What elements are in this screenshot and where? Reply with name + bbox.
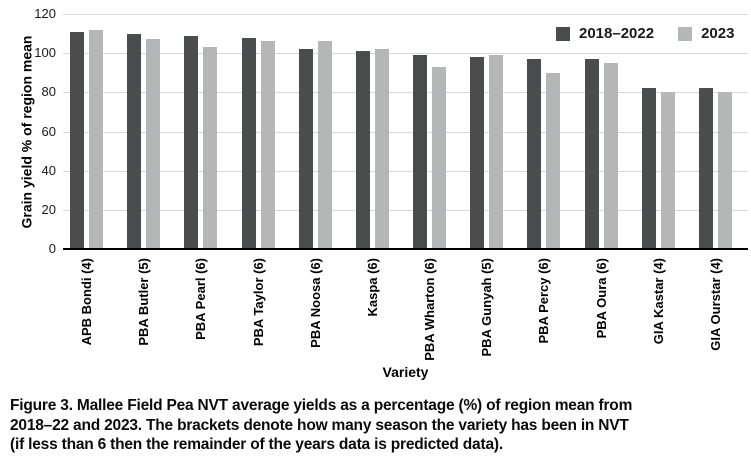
bar-group (241, 14, 275, 249)
bar (603, 62, 618, 249)
y-tick-label-40: 40 (41, 162, 56, 178)
x-axis-label: PBA Wharton (6) (422, 258, 438, 361)
gridline-40 (63, 170, 748, 172)
legend-label: 2023 (701, 25, 735, 42)
bar-series-container (63, 14, 748, 249)
bar (374, 49, 389, 249)
bar-group (184, 14, 218, 249)
bar-group (355, 14, 389, 249)
x-label-cell: PBA Percy (6) (527, 258, 560, 344)
y-tick-label-120: 120 (34, 6, 56, 21)
x-axis-label: GIA Kastar (4) (650, 258, 666, 345)
y-tick-label-0: 0 (48, 241, 56, 256)
x-axis-label: PBA Oura (6) (593, 258, 609, 339)
legend-swatch-light (678, 26, 693, 41)
bar (146, 39, 161, 249)
bar (660, 92, 675, 249)
x-axis-labels: APB Bondi (4) PBA Butler (5) PBA Pearl (6)… (63, 258, 748, 362)
x-axis-label: Kaspa (6) (364, 258, 380, 317)
legend-label: 2018–2022 (579, 25, 655, 42)
x-label-cell: PBA Oura (6) (585, 258, 618, 338)
bar-group (698, 14, 732, 249)
plot-area (63, 14, 748, 250)
y-tick-label-100: 100 (34, 45, 56, 61)
y-tick-label-20: 20 (41, 201, 56, 217)
legend-item-2023: 2023 (678, 25, 734, 42)
legend: 2018–2022 2023 (556, 25, 734, 42)
y-tick-label-80: 80 (41, 84, 56, 100)
x-axis-label: GIA Ourstar (4) (707, 258, 723, 351)
bar-group (127, 14, 161, 249)
bar-group (470, 14, 504, 249)
x-axis-line (63, 248, 748, 250)
gridline-20 (63, 209, 748, 211)
x-label-cell: Kaspa (6) (356, 258, 389, 317)
bar-group (70, 14, 103, 249)
bar (298, 49, 313, 249)
bar-group (413, 14, 447, 249)
x-label-cell: PBA Gunyah (5) (470, 258, 503, 356)
bar (546, 72, 561, 249)
legend-item-2018-2022: 2018–2022 (556, 25, 654, 42)
bar (489, 55, 504, 249)
x-axis-title: Variety (382, 364, 429, 380)
bar (470, 57, 485, 249)
bar (317, 41, 332, 249)
x-axis-label: APB Bondi (4) (79, 258, 94, 346)
bar-group (527, 14, 561, 249)
bar (355, 51, 370, 249)
x-axis-label: PBA Percy (6) (536, 258, 552, 344)
bar-chart: Grain yield % of region mean 0 20 40 60 80 10… (19, 6, 748, 380)
x-axis-label: PBA Taylor (6) (250, 258, 266, 347)
bar-group (641, 14, 675, 249)
figure-caption: Figure 3. Mallee Field Pea NVT average y… (10, 397, 633, 453)
bar (413, 55, 428, 249)
bar (260, 41, 275, 249)
gridline-60 (63, 131, 748, 133)
bar (717, 92, 732, 249)
bar (89, 29, 103, 249)
bar (184, 35, 199, 249)
bar (70, 31, 84, 249)
legend-swatch-dark (556, 26, 570, 41)
gridline-80 (63, 92, 748, 94)
gridline-100 (63, 53, 748, 55)
x-label-cell: PBA Butler (5) (127, 258, 160, 346)
bar-group (298, 14, 332, 249)
bar (203, 47, 218, 249)
bar (127, 33, 142, 249)
gridline-120 (63, 14, 748, 15)
bar (241, 37, 256, 249)
x-label-cell: PBA Wharton (6) (413, 258, 446, 361)
x-label-cell: PBA Noosa (6) (299, 258, 332, 348)
bar (432, 66, 447, 249)
x-axis-label: PBA Noosa (6) (307, 258, 323, 348)
x-axis-label: PBA Butler (5) (136, 258, 152, 346)
bar (641, 88, 656, 249)
x-label-cell: PBA Pearl (6) (184, 258, 217, 340)
x-axis-label: PBA Pearl (6) (193, 258, 209, 340)
bar-group (584, 14, 618, 249)
x-label-cell: GIA Ourstar (4) (699, 258, 732, 351)
bar (698, 88, 713, 249)
x-axis-label: PBA Gunyah (5) (479, 258, 495, 357)
x-label-cell: GIA Kastar (4) (642, 258, 675, 344)
bar (527, 59, 542, 249)
x-label-cell: PBA Taylor (6) (242, 258, 275, 346)
y-tick-label-60: 60 (41, 123, 56, 139)
bar (584, 59, 599, 249)
x-label-cell: APB Bondi (4) (70, 258, 103, 345)
